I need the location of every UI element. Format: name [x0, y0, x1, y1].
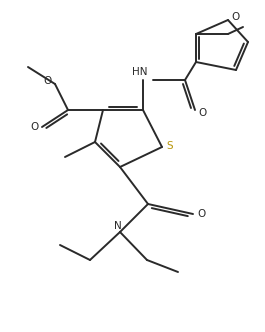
Text: O: O [43, 76, 51, 86]
Text: N: N [114, 221, 122, 231]
Text: O: O [30, 122, 38, 132]
Text: HN: HN [132, 67, 148, 77]
Text: S: S [167, 141, 173, 151]
Text: O: O [199, 108, 207, 118]
Text: O: O [232, 12, 240, 22]
Text: O: O [198, 209, 206, 219]
